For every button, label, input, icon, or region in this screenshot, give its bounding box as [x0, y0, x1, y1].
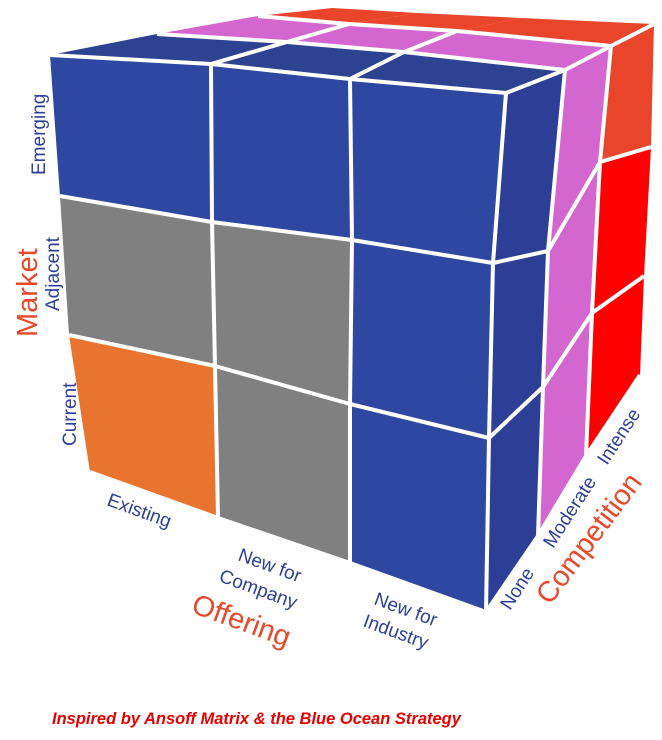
top-cell-back-right — [457, 18, 654, 46]
side-face — [486, 24, 654, 612]
side-cell-current-moderate — [538, 313, 592, 536]
market-level-current: Current — [60, 382, 81, 446]
credit-caption: Inspired by Ansoff Matrix & the Blue Oce… — [52, 710, 462, 728]
market-axis: Emerging Adjacent Current Market — [12, 94, 81, 446]
side-cell-emerging-none — [493, 70, 565, 263]
market-level-adjacent: Adjacent — [43, 236, 64, 311]
top-cell-mid-right — [404, 31, 611, 70]
side-cell-current-intense — [586, 276, 644, 456]
cell-adjacent-existing — [60, 196, 215, 366]
cell-emerging-new-industry — [350, 79, 506, 263]
cell-current-existing — [69, 335, 218, 518]
cell-adjacent-new-company — [212, 222, 352, 404]
cube-grid-lines — [49, 14, 655, 614]
side-cell-current-none — [486, 387, 543, 612]
front-face — [50, 55, 506, 612]
cell-emerging-new-company — [211, 64, 352, 240]
market-axis-title: Market — [12, 248, 44, 337]
side-cell-emerging-intense — [600, 24, 654, 162]
cell-emerging-existing — [50, 55, 212, 222]
side-cell-adjacent-intense — [592, 147, 651, 313]
cell-current-new-industry — [350, 404, 489, 612]
side-cell-adjacent-moderate — [543, 162, 600, 387]
cell-current-new-company — [215, 366, 350, 563]
cell-adjacent-new-industry — [350, 240, 493, 438]
top-cell-back-left — [258, 8, 418, 24]
side-cell-adjacent-none — [489, 251, 548, 438]
market-level-emerging: Emerging — [29, 94, 50, 175]
